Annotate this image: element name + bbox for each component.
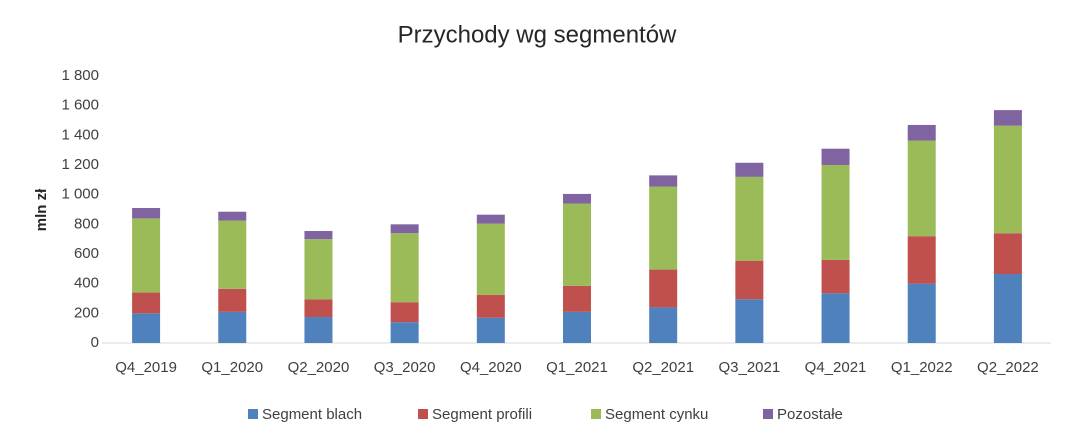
x-tick-label: Q3_2021 <box>718 359 780 376</box>
bar-segment <box>390 224 419 234</box>
x-tick-label: Q1_2021 <box>546 359 608 376</box>
bar-segment <box>132 208 161 219</box>
x-tick-label: Q3_2020 <box>374 359 436 376</box>
bar-segment <box>649 175 678 187</box>
x-tick-label: Q4_2021 <box>805 359 867 376</box>
y-tick-label: 800 <box>74 215 99 232</box>
bar-segment <box>907 140 936 237</box>
y-tick-label: 1 400 <box>61 126 99 143</box>
legend-marker <box>418 409 428 419</box>
x-tick-label: Q2_2020 <box>288 359 350 376</box>
legend-label: Segment profili <box>432 406 532 423</box>
legend-label: Pozostałe <box>777 406 843 423</box>
legend-label: Segment cynku <box>605 406 708 423</box>
legend-marker <box>591 409 601 419</box>
bar-segment <box>735 299 764 343</box>
x-tick-label: Q1_2022 <box>891 359 953 376</box>
bar-segment <box>993 125 1022 234</box>
bar-segment <box>993 110 1022 126</box>
bar-segment <box>476 214 505 224</box>
bar-segment <box>907 236 936 284</box>
bar-segment <box>304 299 333 318</box>
bar-segment <box>735 176 764 261</box>
x-tick-label: Q1_2020 <box>201 359 263 376</box>
bar-segment <box>390 233 419 303</box>
bar-segment <box>907 124 936 141</box>
bar-segment <box>476 317 505 343</box>
bar-segment <box>821 259 850 294</box>
x-tick-label: Q4_2020 <box>460 359 522 376</box>
legend-marker <box>248 409 258 419</box>
bar-segment <box>132 313 161 343</box>
x-tick-label: Q4_2019 <box>115 359 177 376</box>
bar-segment <box>132 218 161 293</box>
bar-segment <box>563 193 591 204</box>
legend-marker <box>763 409 773 419</box>
bar-segment <box>390 322 419 343</box>
bar-segment <box>218 288 247 312</box>
bar-segment <box>649 186 678 270</box>
x-tick-label: Q2_2021 <box>632 359 694 376</box>
y-axis-label: mln zł <box>33 188 50 231</box>
y-tick-label: 400 <box>74 275 99 292</box>
y-tick-label: 1 000 <box>61 186 99 203</box>
bar-segment <box>476 294 505 318</box>
bar-segment <box>304 239 333 300</box>
bar-segment <box>821 293 850 343</box>
y-tick-label: 200 <box>74 304 99 321</box>
chart-title: Przychody wg segmentów <box>398 21 677 48</box>
y-tick-label: 1 600 <box>61 97 99 114</box>
bar-segment <box>821 165 850 260</box>
x-tick-label: Q2_2022 <box>977 359 1039 376</box>
y-tick-label: 1 200 <box>61 156 99 173</box>
bar-segment <box>218 220 247 289</box>
bar-segment <box>390 302 419 323</box>
bar-segment <box>649 307 678 343</box>
bar-segment <box>304 317 333 343</box>
bar-segment <box>218 211 247 221</box>
bar-segment <box>563 203 591 286</box>
bar-segment <box>563 285 591 312</box>
y-tick-label: 600 <box>74 245 99 262</box>
y-tick-label: 0 <box>91 334 99 351</box>
bar-segment <box>993 233 1022 275</box>
legend-label: Segment blach <box>262 406 362 423</box>
bar-segment <box>993 274 1022 343</box>
bar-segment <box>907 283 936 343</box>
bar-segment <box>218 311 247 343</box>
bar-segment <box>304 231 333 240</box>
bar-segment <box>132 292 161 314</box>
bar-segment <box>735 260 764 300</box>
y-tick-label: 1 800 <box>61 67 99 84</box>
bar-segment <box>735 162 764 177</box>
bar-segment <box>476 223 505 295</box>
bar-segment <box>563 311 591 343</box>
bar-segment <box>649 269 678 308</box>
bar-segment <box>821 148 850 165</box>
